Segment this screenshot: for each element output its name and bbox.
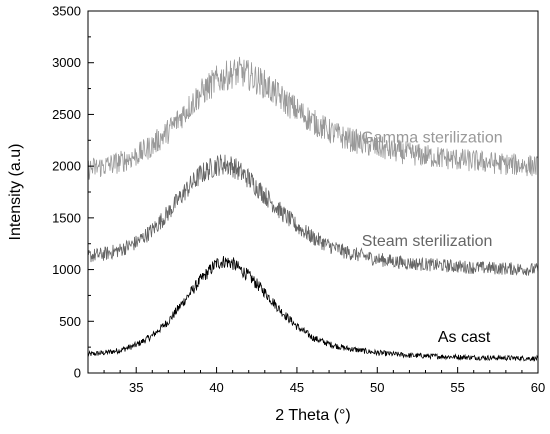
y-tick-label: 1500 — [52, 210, 81, 225]
series-line — [87, 56, 539, 180]
y-tick-label: 2500 — [52, 107, 81, 122]
series-0 — [87, 255, 539, 362]
x-tick-label: 35 — [129, 380, 143, 395]
x-tick-label: 40 — [209, 380, 223, 395]
x-tick-label: 50 — [370, 380, 384, 395]
series-annotation: Gamma sterilization — [361, 129, 502, 146]
series-line — [87, 255, 539, 362]
y-tick-label: 0 — [74, 366, 81, 381]
series-1 — [87, 154, 539, 276]
x-tick-label: 60 — [531, 380, 545, 395]
tick-layer: 35 40 45 50 55 60 0 500 1000 1500 2000 2500 3000 3500 — [52, 4, 545, 396]
series-annotation: As cast — [438, 329, 491, 346]
annotation-layer: Gamma sterilization Steam sterilization As… — [361, 129, 502, 346]
x-tick-label: 45 — [290, 380, 304, 395]
series-line — [87, 154, 539, 276]
y-tick-label: 500 — [59, 314, 81, 329]
x-tick-label: 55 — [450, 380, 464, 395]
y-tick-label: 3500 — [52, 4, 81, 19]
x-axis-label: 2 Theta (°) — [275, 407, 350, 424]
series-annotation: Steam sterilization — [362, 233, 493, 250]
y-tick-label: 1000 — [52, 262, 81, 277]
y-tick-label: 3000 — [52, 55, 81, 70]
series-layer — [87, 56, 539, 362]
series-2 — [87, 56, 539, 180]
y-tick-label: 2000 — [52, 159, 81, 174]
y-axis-label: Intensity (a.u) — [7, 144, 24, 241]
